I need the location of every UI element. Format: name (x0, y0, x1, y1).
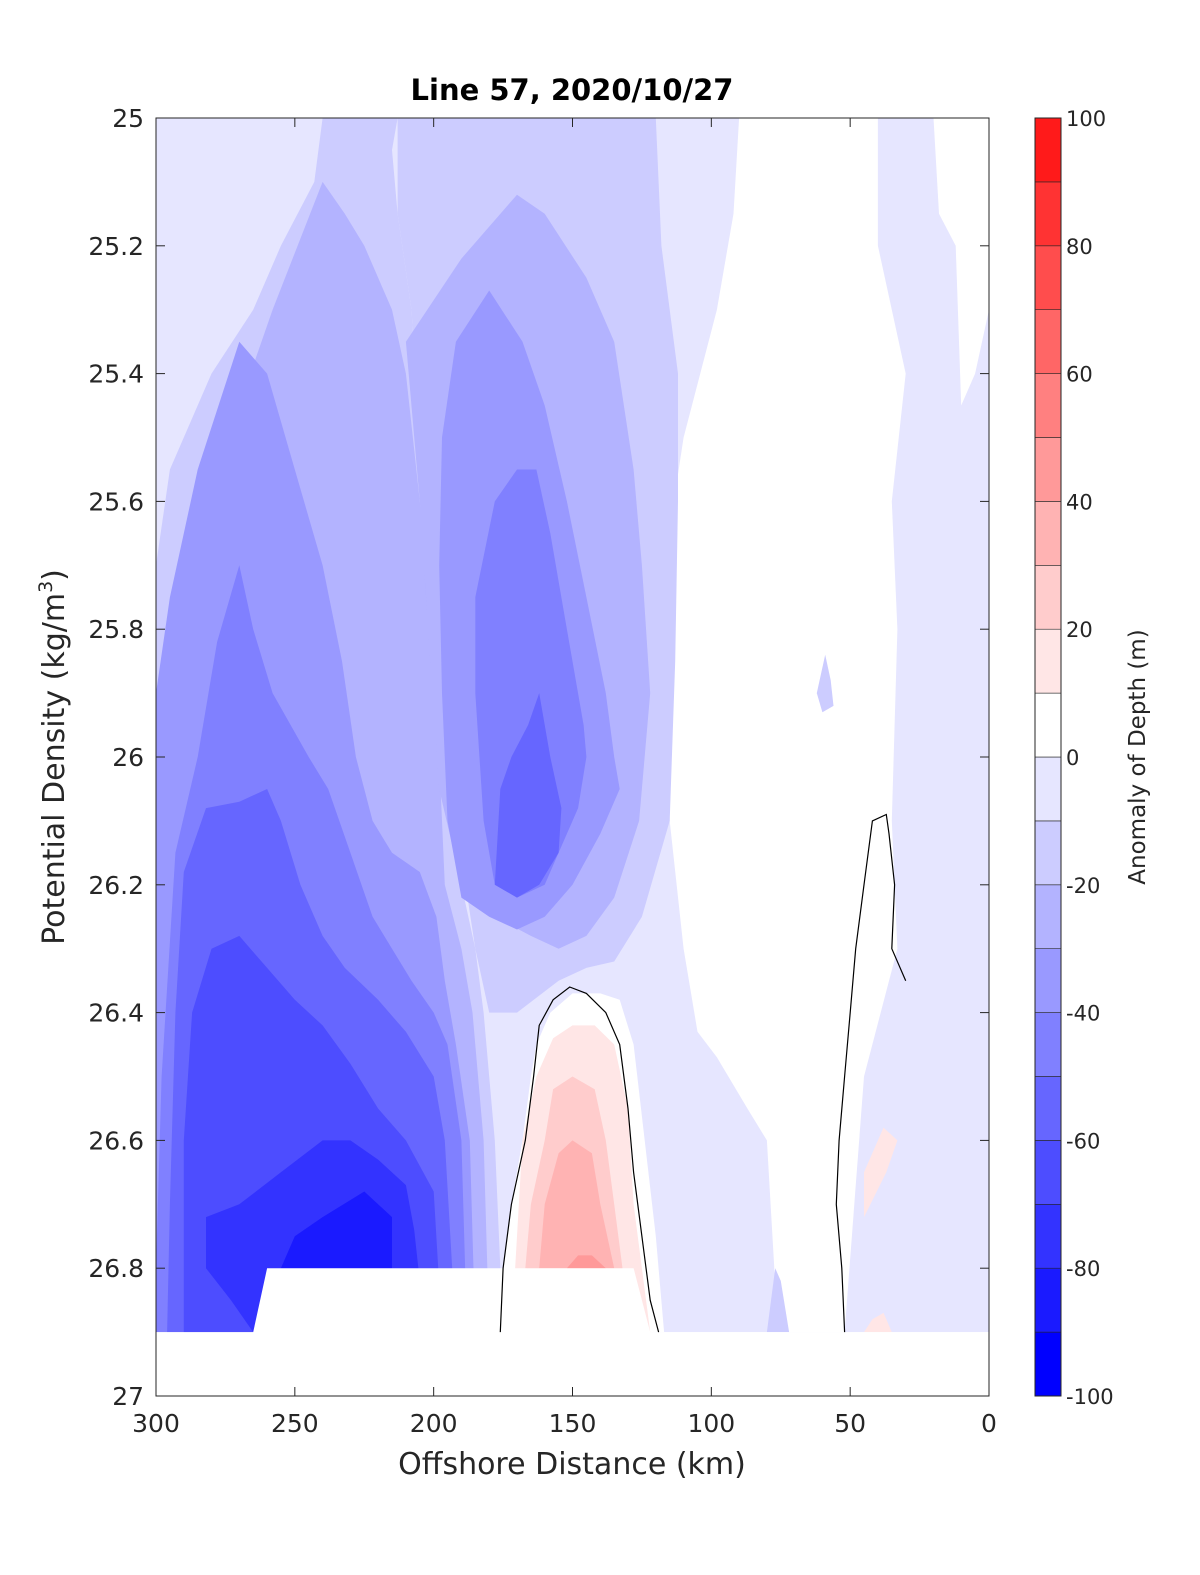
zero-contour-line-1 (835, 813, 907, 1333)
zero-contour-line-0 (499, 986, 660, 1333)
no-data-mask (156, 1268, 989, 1396)
colorbar-swatch (1034, 117, 1062, 183)
colorbar-swatch (1034, 245, 1062, 311)
y-tick-label: 26 (112, 743, 144, 772)
y-axis-ticks: 25 25.2 25.4 25.6 25.8 26 26.2 26.4 26.6 26.8 27 (88, 104, 989, 1411)
colorbar-label: Anomaly of Depth (m) (1125, 629, 1151, 884)
colorbar-swatch (1034, 373, 1062, 438)
colorbar-tick-label: 40 (1066, 490, 1093, 514)
colorbar-swatch (1034, 181, 1062, 247)
colorbar-tick-label: 0 (1066, 746, 1079, 770)
colorbar-swatch (1034, 820, 1062, 886)
y-axis-label-close: ) (37, 569, 72, 581)
zero-contour-layer (499, 813, 907, 1333)
y-tick-label: 26.4 (88, 999, 144, 1028)
x-axis-label: Offshore Distance (km) (398, 1447, 746, 1482)
y-axis-label-main: Potential Density (kg/m (37, 593, 72, 945)
contour-band-23 (566, 1255, 606, 1269)
colorbar-tick-label: 80 (1066, 235, 1093, 259)
contour-band-18 (280, 1191, 392, 1269)
x-tick-label: 250 (271, 1409, 319, 1438)
colorbar-swatch (1034, 692, 1062, 758)
contour-band-24 (864, 1127, 898, 1218)
colorbar-tick-label: 60 (1066, 363, 1093, 387)
colorbar-tick-label: -80 (1066, 1257, 1100, 1281)
contour-band-3 (933, 118, 989, 406)
colorbar-swatch (1034, 309, 1062, 374)
contour-band-2 (822, 118, 862, 1077)
colorbar-swatch (1034, 1076, 1062, 1141)
colorbar-ticks: 100 80 60 40 20 0 -20 -40 -60 -80 -100 (1066, 107, 1114, 1409)
colorbar (1034, 117, 1062, 1397)
colorbar-tick-label: -100 (1066, 1385, 1114, 1409)
colorbar-tick-label: 100 (1066, 107, 1106, 131)
y-axis-label-superscript: 3 (35, 581, 57, 593)
y-tick-label: 26.8 (88, 1254, 144, 1283)
contour-band-22 (539, 1140, 615, 1269)
y-tick-label: 26.6 (88, 1126, 144, 1155)
x-tick-label: 0 (981, 1409, 997, 1438)
y-tick-label: 25.4 (88, 360, 144, 389)
colorbar-swatch (1034, 1331, 1062, 1397)
contour-band-25 (864, 1312, 892, 1333)
colorbar-swatch (1034, 437, 1062, 502)
x-tick-label: 150 (549, 1409, 597, 1438)
x-tick-label: 300 (132, 1409, 180, 1438)
y-tick-label: 26.2 (88, 871, 144, 900)
colorbar-frame (1034, 117, 1062, 1397)
contour-band-6 (816, 654, 834, 713)
colorbar-swatch (1034, 1012, 1062, 1077)
y-axis-label: Potential Density (kg/m3) (35, 569, 72, 945)
x-tick-label: 50 (834, 1409, 866, 1438)
y-tick-label: 25.8 (88, 615, 144, 644)
x-tick-label: 200 (410, 1409, 458, 1438)
y-tick-label: 27 (112, 1382, 144, 1411)
contour-fill-layer (156, 118, 989, 1396)
colorbar-swatch (1034, 884, 1062, 949)
colorbar-swatch (1034, 948, 1062, 1013)
colorbar-tick-label: -60 (1066, 1129, 1100, 1153)
contour-band-7 (766, 1268, 790, 1333)
colorbar-swatch (1034, 564, 1062, 630)
x-tick-label: 100 (687, 1409, 735, 1438)
y-tick-label: 25.6 (88, 487, 144, 516)
colorbar-swatch (1034, 1140, 1062, 1205)
colorbar-swatch (1034, 756, 1062, 822)
x-axis-ticks: 300 250 200 150 100 50 0 (132, 118, 997, 1438)
y-tick-label: 25 (112, 104, 144, 133)
colorbar-swatch (1034, 501, 1062, 566)
colorbar-swatch (1034, 1267, 1062, 1333)
colorbar-tick-label: 20 (1066, 618, 1093, 642)
contour-band-15 (494, 693, 562, 898)
y-tick-label: 25.2 (88, 232, 144, 261)
colorbar-tick-label: -40 (1066, 1002, 1100, 1026)
colorbar-tick-label: -20 (1066, 874, 1100, 898)
colorbar-swatch (1034, 1204, 1062, 1269)
colorbar-swatch (1034, 628, 1062, 694)
chart-title: Line 57, 2020/10/27 (411, 73, 734, 107)
